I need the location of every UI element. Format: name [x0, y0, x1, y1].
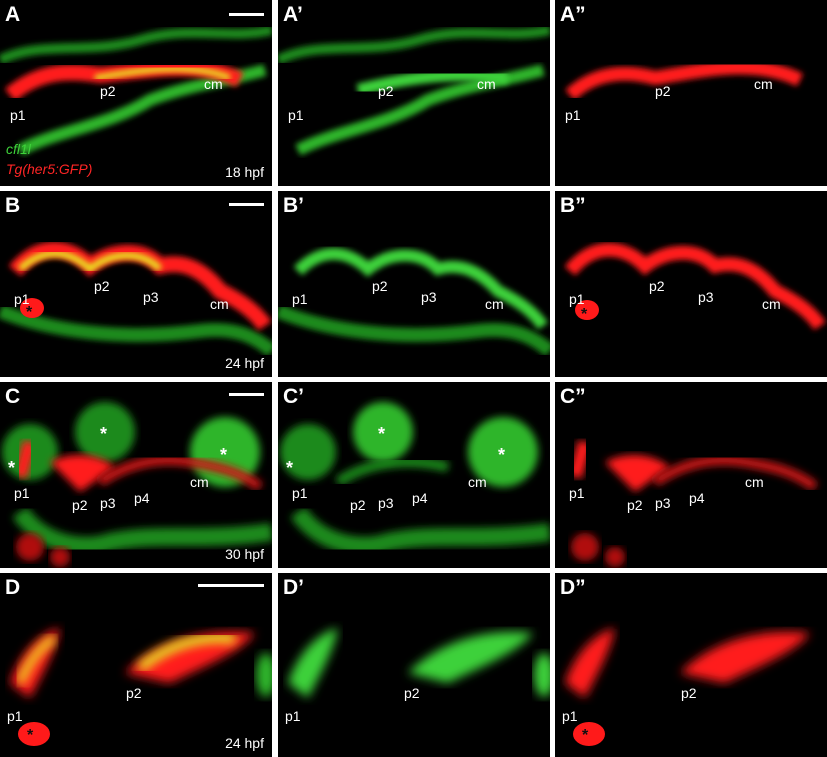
panel-letter: D” [560, 576, 586, 599]
label-p3: p3 [143, 289, 159, 305]
micrograph-a-red [565, 60, 804, 101]
panel-letter: C [5, 385, 21, 408]
label-cm: cm [477, 76, 496, 92]
label-cm: cm [190, 474, 209, 490]
label-cm: cm [468, 474, 487, 490]
panel-c-merge: C * * * p1 p2 p3 p4 cm 30 hpf [0, 382, 272, 568]
legend-green: cfl1l [6, 141, 31, 157]
micrograph-d-red [565, 628, 810, 746]
panel-b-merge: B p1 * p2 p3 cm 24 hpf [0, 191, 272, 377]
label-p1: p1 [565, 107, 581, 123]
label-p2: p2 [378, 83, 394, 99]
label-p1: p1 [562, 708, 578, 724]
panel-a-merge: A p1 p2 cm cfl1l Tg(her5:GFP) 18 hpf [0, 0, 272, 186]
asterisk-marker: * [582, 727, 589, 744]
label-p2: p2 [372, 278, 388, 294]
micrograph-b-merge [0, 241, 272, 357]
micrograph-d-merge [10, 628, 272, 746]
label-p1: p1 [10, 107, 26, 123]
scale-bar [198, 584, 264, 587]
label-p2: p2 [655, 83, 671, 99]
asterisk-marker: * [8, 458, 16, 478]
panel-a-red: A” p1 p2 cm [555, 0, 827, 186]
label-p2: p2 [627, 497, 643, 513]
label-p2: p2 [126, 685, 142, 701]
label-cm: cm [745, 474, 764, 490]
scale-bar [229, 13, 264, 16]
label-p4: p4 [134, 490, 150, 506]
asterisk-marker: * [581, 306, 588, 323]
scale-bar [229, 393, 264, 396]
panel-letter: B” [560, 194, 586, 217]
panel-letter: B’ [283, 194, 304, 217]
panel-d-merge: D p1 * p2 24 hpf [0, 573, 272, 757]
panel-b-green: B’ p1 p2 p3 cm [278, 191, 550, 377]
label-p1: p1 [569, 485, 585, 501]
panel-a-green: A’ p1 p2 cm [278, 0, 550, 186]
panel-letter: A’ [283, 3, 303, 26]
label-p1: p1 [292, 291, 308, 307]
panel-c-red: C” p1 p2 p3 p4 cm [555, 382, 827, 568]
panel-letter: C’ [283, 385, 304, 408]
panel-d-green: D’ p1 p2 [278, 573, 550, 757]
label-p2: p2 [649, 278, 665, 294]
stage-label: 24 hpf [225, 735, 264, 751]
legend-red: Tg(her5:GFP) [6, 161, 93, 177]
label-cm: cm [754, 76, 773, 92]
label-p4: p4 [412, 490, 428, 506]
panel-d-red: D” p1 * p2 [555, 573, 827, 757]
panel-letter: A” [560, 3, 586, 26]
asterisk-marker: * [378, 424, 386, 444]
label-p2: p2 [94, 278, 110, 294]
label-p1: p1 [14, 291, 30, 307]
asterisk-marker: * [220, 445, 228, 465]
scale-bar [229, 203, 264, 206]
panel-b-red: B” p1 * p2 p3 cm [555, 191, 827, 377]
asterisk-marker: * [498, 445, 506, 465]
stage-label: 18 hpf [225, 164, 264, 180]
micrograph-a-merge [0, 25, 272, 156]
label-cm: cm [204, 76, 223, 92]
label-p3: p3 [655, 495, 671, 511]
panel-letter: D’ [283, 576, 304, 599]
label-p1: p1 [7, 708, 23, 724]
asterisk-marker: * [26, 304, 33, 321]
label-p3: p3 [100, 495, 116, 511]
panel-c-green: C’ * * * p1 p2 p3 p4 cm [278, 382, 550, 568]
asterisk-marker: * [286, 458, 294, 478]
label-p4: p4 [689, 490, 705, 506]
label-p1: p1 [569, 291, 585, 307]
label-p2: p2 [681, 685, 697, 701]
label-cm: cm [210, 296, 229, 312]
micrograph-a-green [278, 25, 550, 156]
panel-letter: C” [560, 385, 586, 408]
stage-label: 30 hpf [225, 546, 264, 562]
label-p3: p3 [698, 289, 714, 305]
label-p1: p1 [285, 708, 301, 724]
stage-label: 24 hpf [225, 355, 264, 371]
micrograph-b-green [278, 247, 550, 357]
micrograph-b-red [564, 242, 826, 331]
panel-letter: B [5, 194, 21, 217]
label-p1: p1 [288, 107, 304, 123]
label-p3: p3 [421, 289, 437, 305]
micrograph-c-green [280, 402, 550, 555]
micrograph-c-merge [2, 402, 272, 567]
micrograph-d-green [288, 628, 550, 698]
label-cm: cm [762, 296, 781, 312]
label-p1: p1 [292, 485, 308, 501]
panel-letter: D [5, 576, 21, 599]
asterisk-marker: * [27, 727, 34, 744]
label-p2: p2 [404, 685, 420, 701]
asterisk-marker: * [100, 424, 108, 444]
label-cm: cm [485, 296, 504, 312]
label-p2: p2 [100, 83, 116, 99]
label-p2: p2 [350, 497, 366, 513]
micrograph-c-red [568, 440, 818, 567]
panel-letter: A [5, 3, 21, 26]
label-p2: p2 [72, 497, 88, 513]
label-p3: p3 [378, 495, 394, 511]
label-p1: p1 [14, 485, 30, 501]
